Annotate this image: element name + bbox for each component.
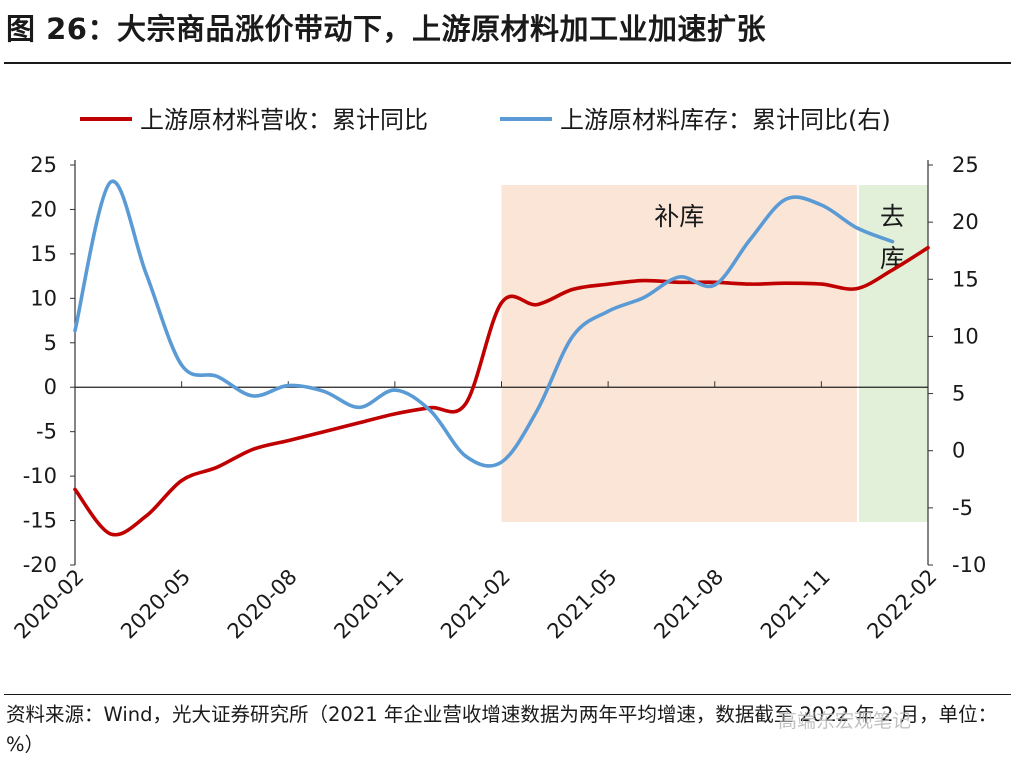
left-y-tick-label: -15 bbox=[23, 509, 57, 533]
footer-rule bbox=[4, 694, 1011, 695]
source-note: 资料来源：Wind，光大证券研究所（2021 年企业营收增速数据为两年平均增速，… bbox=[6, 703, 998, 756]
x-tick-label: 2021-05 bbox=[543, 565, 622, 644]
right-y-tick-label: 25 bbox=[952, 153, 979, 177]
left-y-tick-label: -10 bbox=[23, 464, 57, 488]
figure-title: 图 26：大宗商品涨价带动下，上游原材料加工业加速扩张 bbox=[6, 12, 766, 46]
x-tick-label: 2021-02 bbox=[436, 565, 515, 644]
chart: 补库 去库2520151050-5-10-15-202520151050-5-10… bbox=[10, 106, 987, 644]
shaded-region-2 bbox=[858, 185, 928, 522]
right-y-tick-label: -5 bbox=[952, 496, 973, 520]
left-y-tick-label: -5 bbox=[36, 420, 57, 444]
region-label-destock-1: 去 bbox=[880, 202, 905, 231]
x-tick-label: 2020-05 bbox=[116, 565, 195, 644]
revenue-series-line bbox=[73, 245, 930, 537]
x-tick-label: 2022-02 bbox=[863, 565, 942, 644]
x-tick-label: 2021-08 bbox=[649, 565, 728, 644]
right-y-tick-label: 15 bbox=[952, 267, 979, 291]
x-tick-label: 2021-11 bbox=[756, 565, 835, 644]
x-tick-label: 2020-11 bbox=[329, 565, 408, 644]
inventory-series-line bbox=[73, 179, 895, 468]
right-y-tick-label: 10 bbox=[952, 324, 979, 348]
left-y-tick-label: 25 bbox=[30, 153, 57, 177]
right-y-tick-label: 5 bbox=[952, 382, 965, 406]
left-y-tick-label: -20 bbox=[23, 553, 57, 577]
x-tick-label: 2020-08 bbox=[223, 565, 302, 644]
title-rule bbox=[4, 62, 1011, 64]
right-y-tick-label: -10 bbox=[952, 553, 986, 577]
right-y-tick-label: 0 bbox=[952, 439, 965, 463]
legend-label-2: 上游原材料库存：累计同比(右) bbox=[560, 106, 891, 134]
watermark: 高端东宏观笔记 bbox=[778, 710, 912, 732]
left-y-tick-label: 20 bbox=[30, 197, 57, 221]
right-y-tick-label: 20 bbox=[952, 210, 979, 234]
left-y-tick-label: 10 bbox=[30, 286, 57, 310]
legend-label-1: 上游原材料营收：累计同比 bbox=[140, 106, 428, 134]
left-y-tick-label: 5 bbox=[44, 331, 57, 355]
left-y-tick-label: 15 bbox=[30, 242, 57, 266]
region-label-restock: 补库 bbox=[654, 202, 704, 231]
shaded-region-1 bbox=[501, 185, 857, 522]
left-y-tick-label: 0 bbox=[44, 375, 57, 399]
